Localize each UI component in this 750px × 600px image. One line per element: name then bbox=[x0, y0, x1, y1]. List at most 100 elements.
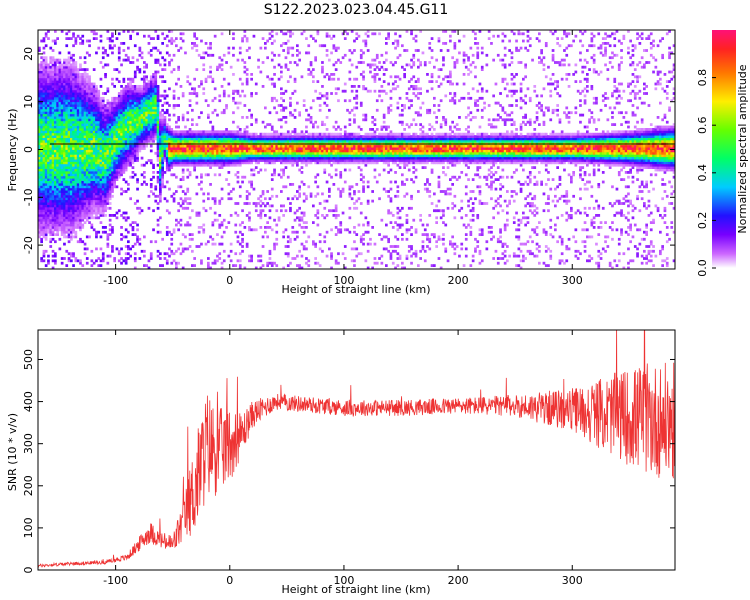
spectrogram-cell bbox=[250, 135, 253, 138]
spectrogram-cell bbox=[54, 221, 57, 224]
spectrogram-cell bbox=[156, 249, 160, 253]
spectrogram-cells bbox=[38, 30, 675, 269]
spectrogram-cell bbox=[38, 94, 41, 98]
spectrogram-cell bbox=[40, 106, 43, 110]
spectrogram-cell bbox=[225, 159, 228, 162]
spectrogram-cell bbox=[129, 132, 132, 136]
spectrogram-cell bbox=[220, 223, 224, 227]
spectrogram-cell bbox=[234, 173, 238, 177]
spectrogram-cell bbox=[38, 116, 41, 119]
spectrogram-cell bbox=[293, 147, 297, 150]
spectrogram-cell bbox=[261, 120, 265, 124]
spectrogram-cell bbox=[179, 223, 183, 227]
spectrogram-cell bbox=[56, 204, 59, 208]
spectrogram-cell bbox=[92, 228, 96, 232]
spectrogram-cell bbox=[108, 218, 112, 222]
spectrogram-cell bbox=[250, 151, 253, 155]
spectrogram-cell bbox=[257, 144, 260, 148]
spectrogram-cell bbox=[47, 226, 50, 229]
spectrogram-cell bbox=[127, 123, 130, 126]
spectrogram-cell bbox=[117, 118, 121, 122]
spectrogram-cell bbox=[106, 187, 110, 191]
spectrogram-cell bbox=[163, 252, 167, 256]
spectrogram-cell bbox=[108, 171, 112, 174]
spectrogram-cell bbox=[72, 180, 75, 184]
spectrogram-cell bbox=[51, 171, 55, 174]
spectrogram-cell bbox=[200, 173, 203, 177]
spectrogram-cell bbox=[152, 94, 155, 98]
spectrogram-cell bbox=[291, 151, 295, 155]
spectrogram-cell bbox=[131, 132, 135, 136]
spectrogram-cell bbox=[54, 77, 57, 81]
spectrogram-cell bbox=[97, 154, 101, 158]
spectrogram-cell bbox=[122, 104, 126, 107]
spectrogram-cell bbox=[222, 161, 226, 165]
spectrogram-cell bbox=[49, 94, 53, 98]
spectrogram-cell bbox=[136, 147, 139, 150]
spectrogram-cell bbox=[282, 161, 285, 165]
spectrogram-cell bbox=[65, 161, 69, 165]
spectrogram-cell bbox=[49, 206, 53, 210]
spectrogram-cell bbox=[97, 159, 101, 162]
spectrogram-cell bbox=[111, 147, 114, 150]
spectrogram-cell bbox=[286, 154, 290, 158]
spectrogram-cell bbox=[74, 63, 78, 67]
spectrogram-cell bbox=[127, 106, 130, 110]
spectrogram-cell bbox=[149, 99, 153, 103]
spectrogram-cell bbox=[154, 106, 158, 110]
spectrogram-cell bbox=[184, 199, 187, 203]
spectrogram-cell bbox=[88, 187, 91, 191]
spectrogram-cell bbox=[293, 61, 297, 64]
spectrogram-cell bbox=[81, 190, 85, 193]
spectrogram-cell bbox=[177, 156, 180, 160]
spectrogram-cell bbox=[202, 151, 206, 155]
spectrogram-cell bbox=[296, 230, 299, 234]
spectrogram-cell bbox=[42, 185, 46, 189]
spectrogram-cell bbox=[298, 187, 301, 191]
spectrogram-cell bbox=[38, 49, 41, 52]
spectrogram-cell bbox=[49, 166, 53, 169]
spectrogram-cell bbox=[51, 120, 55, 124]
spectrogram-cell bbox=[289, 101, 292, 105]
spectrogram-cell bbox=[72, 120, 75, 124]
spectrogram-cell bbox=[76, 173, 80, 177]
spectrogram-cell bbox=[184, 223, 187, 227]
spectrogram-cell bbox=[122, 163, 126, 167]
spectrogram-cell bbox=[259, 139, 263, 143]
spectrogram-cell bbox=[197, 156, 201, 160]
spectrogram-cell bbox=[51, 180, 55, 184]
spectrogram-cell bbox=[65, 216, 69, 220]
spectrogram-cell bbox=[58, 194, 62, 198]
spectrogram-cell bbox=[49, 144, 53, 148]
spectrogram-cell bbox=[248, 159, 251, 162]
spectrogram-cell bbox=[120, 226, 123, 229]
spectrogram-cell bbox=[127, 118, 130, 122]
spectrogram-cell bbox=[104, 187, 107, 191]
spectrogram-cell bbox=[95, 194, 98, 198]
spectrogram-cell bbox=[268, 154, 272, 158]
spectrogram-cell bbox=[149, 49, 153, 52]
spectrogram-cell bbox=[245, 77, 249, 81]
spectrogram-cell bbox=[145, 85, 148, 88]
spectrogram-cell bbox=[83, 178, 87, 181]
spectrogram-cell bbox=[95, 151, 98, 155]
spectrogram-cell bbox=[47, 111, 50, 115]
spectrogram-cell bbox=[83, 56, 87, 60]
spectrogram-cell bbox=[81, 194, 85, 198]
spectrogram-cell bbox=[152, 46, 155, 50]
spectrogram-cell bbox=[138, 137, 142, 141]
spectrogram-cell bbox=[40, 180, 43, 184]
spectrogram-cell bbox=[44, 106, 48, 110]
spectrogram-cell bbox=[191, 161, 194, 165]
spectrogram-cell bbox=[72, 53, 75, 57]
spectrogram-cell bbox=[143, 128, 146, 131]
spectrogram-cell bbox=[124, 161, 128, 165]
spectrogram-cell bbox=[270, 161, 274, 165]
spectrogram-cell bbox=[42, 228, 46, 232]
spectrogram-cell bbox=[76, 123, 80, 126]
spectrogram-cell bbox=[120, 130, 123, 134]
spectrogram-cell bbox=[138, 70, 142, 74]
spectrogram-cell bbox=[145, 104, 148, 107]
spectrogram-cell bbox=[136, 92, 139, 95]
spectrogram-cell bbox=[120, 85, 123, 88]
